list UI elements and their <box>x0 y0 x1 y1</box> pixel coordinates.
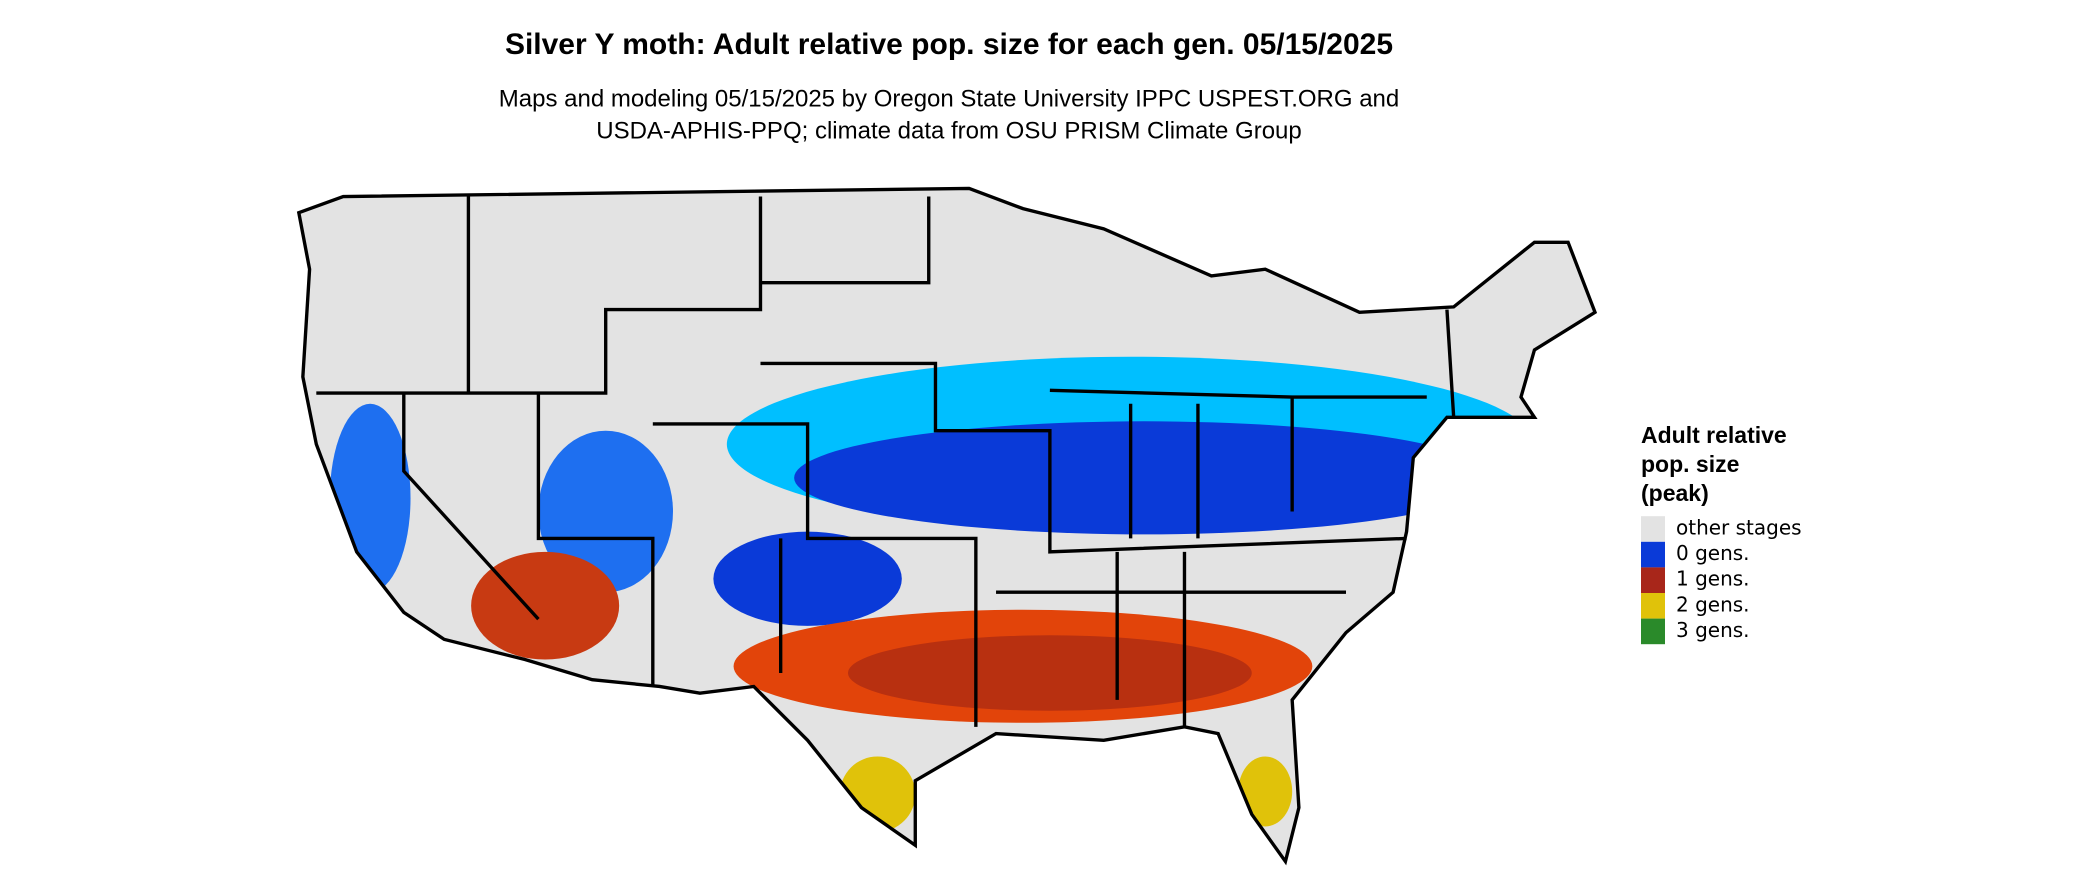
map-subtitle: USDA-APHIS-PPQ; climate data from OSU PR… <box>596 117 1302 144</box>
legend-swatch <box>1641 541 1665 568</box>
legend-swatch <box>1641 567 1665 593</box>
legend-title: (peak) <box>1641 480 1709 506</box>
yellow-zone <box>1238 756 1293 827</box>
red-zone <box>847 635 1252 711</box>
legend-label: other stages <box>1676 516 1802 540</box>
legend-swatch <box>1641 618 1665 645</box>
blue-zone <box>713 531 902 626</box>
blue-zone <box>538 430 673 593</box>
legend-title: Adult relative <box>1641 422 1787 448</box>
blue-zone <box>329 403 411 593</box>
map-title: Silver Y moth: Adult relative pop. size … <box>505 28 1393 61</box>
blue-zone <box>794 421 1495 535</box>
red-zone <box>471 551 620 660</box>
map-subtitle: Maps and modeling 05/15/2025 by Oregon S… <box>499 85 1399 112</box>
legend-label: 0 gens. <box>1676 541 1750 565</box>
legend-title: pop. size <box>1641 451 1739 477</box>
state-borders <box>296 186 1598 866</box>
legend-swatch <box>1641 593 1665 619</box>
legend-label: 1 gens. <box>1676 567 1750 591</box>
legend-label: 2 gens. <box>1676 592 1750 616</box>
legend-swatch <box>1641 516 1665 542</box>
legend: Adult relative pop. size (peak) other stage… <box>1641 422 1802 645</box>
green-zone <box>1253 872 1291 883</box>
pest-zones <box>329 356 1535 883</box>
us-map <box>296 186 1598 883</box>
legend-label: 3 gens. <box>1676 618 1750 642</box>
